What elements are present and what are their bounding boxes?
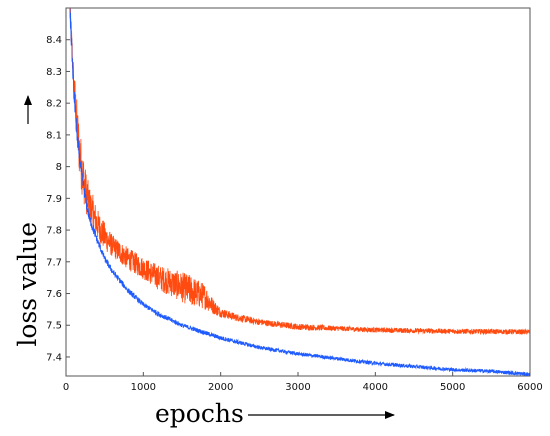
y-tick-label: 7.6 [46, 289, 62, 300]
x-axis-title: epochs [155, 399, 244, 428]
x-tick-label: 3000 [285, 382, 310, 393]
x-tick-label: 4000 [363, 382, 388, 393]
x-tick-label: 2000 [208, 382, 233, 393]
y-tick-label: 8 [56, 162, 62, 173]
x-tick-label: 6000 [517, 382, 542, 393]
x-tick-label: 1000 [131, 382, 156, 393]
y-tick-label: 8.1 [46, 130, 62, 141]
y-tick-label: 8.2 [46, 99, 62, 110]
y-tick-label: 8.4 [46, 35, 62, 46]
series-line-1 [69, 8, 530, 336]
y-tick-label: 7.8 [46, 226, 62, 237]
series-line-2 [69, 8, 530, 376]
x-tick-label: 5000 [440, 382, 465, 393]
x-tick-label: 0 [63, 382, 69, 393]
y-tick-label: 8.3 [46, 67, 62, 78]
plot-area [65, 7, 531, 377]
y-tick-label: 7.9 [46, 194, 62, 205]
y-tick-label: 7.7 [46, 257, 62, 268]
y-tick-label: 7.5 [46, 321, 62, 332]
y-tick-label: 7.4 [46, 352, 62, 363]
y-axis-title: loss value [13, 222, 42, 347]
